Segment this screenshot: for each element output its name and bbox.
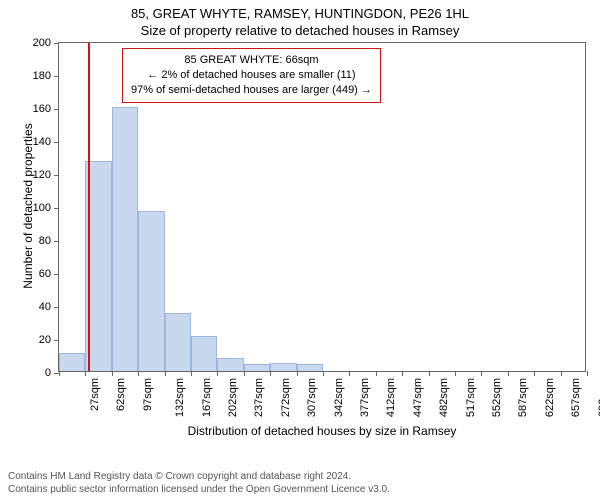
- histogram-bar: [270, 363, 296, 371]
- x-tick-label: 202sqm: [227, 378, 239, 417]
- y-tick-label: 80: [39, 235, 51, 247]
- x-tick: [138, 371, 139, 376]
- histogram-bar: [244, 364, 270, 371]
- x-tick-label: 342sqm: [333, 378, 345, 417]
- y-tick: [54, 208, 59, 209]
- y-tick: [54, 307, 59, 308]
- x-tick-label: 27sqm: [89, 378, 101, 411]
- x-tick-label: 272sqm: [280, 378, 292, 417]
- histogram-bar: [112, 107, 138, 371]
- x-tick: [455, 371, 456, 376]
- histogram-bar: [165, 313, 191, 371]
- x-tick: [429, 371, 430, 376]
- x-tick: [85, 371, 86, 376]
- histogram-bar: [217, 358, 243, 371]
- x-tick: [508, 371, 509, 376]
- marker-line: [88, 43, 90, 371]
- footer-line: Contains HM Land Registry data © Crown c…: [8, 470, 592, 483]
- x-tick: [59, 371, 60, 376]
- x-tick-label: 587sqm: [518, 378, 530, 417]
- x-tick: [217, 371, 218, 376]
- histogram-bar: [138, 211, 164, 371]
- info-box-line: 97% of semi-detached houses are larger (…: [131, 83, 372, 98]
- y-tick: [54, 142, 59, 143]
- y-tick-label: 140: [33, 136, 51, 148]
- x-tick: [534, 371, 535, 376]
- x-tick: [297, 371, 298, 376]
- x-tick-label: 447sqm: [412, 378, 424, 417]
- y-tick-label: 40: [39, 301, 51, 313]
- x-tick: [587, 371, 588, 376]
- x-tick: [481, 371, 482, 376]
- y-tick-label: 60: [39, 268, 51, 280]
- x-tick: [191, 371, 192, 376]
- info-box-line: 85 GREAT WHYTE: 66sqm: [131, 53, 372, 68]
- y-tick: [54, 241, 59, 242]
- x-tick: [323, 371, 324, 376]
- x-tick-label: 412sqm: [386, 378, 398, 417]
- x-axis-label: Distribution of detached houses by size …: [58, 424, 586, 438]
- x-tick-label: 657sqm: [570, 378, 582, 417]
- histogram-bar: [59, 353, 85, 371]
- y-tick: [54, 175, 59, 176]
- y-tick-label: 120: [33, 169, 51, 181]
- info-box-line: ← 2% of detached houses are smaller (11): [131, 68, 372, 83]
- y-tick-label: 180: [33, 70, 51, 82]
- x-tick: [402, 371, 403, 376]
- x-tick-label: 167sqm: [201, 378, 213, 417]
- info-box: 85 GREAT WHYTE: 66sqm ← 2% of detached h…: [122, 48, 381, 103]
- y-tick-label: 100: [33, 202, 51, 214]
- x-tick-label: 237sqm: [254, 378, 266, 417]
- y-tick-label: 160: [33, 103, 51, 115]
- x-tick-label: 482sqm: [438, 378, 450, 417]
- footer-line: Contains public sector information licen…: [8, 483, 592, 496]
- x-tick: [244, 371, 245, 376]
- x-tick: [376, 371, 377, 376]
- chart-title-sub: Size of property relative to detached ho…: [0, 21, 600, 42]
- x-tick-label: 622sqm: [544, 378, 556, 417]
- y-tick: [54, 340, 59, 341]
- chart-title-main: 85, GREAT WHYTE, RAMSEY, HUNTINGDON, PE2…: [0, 0, 600, 21]
- x-tick-label: 307sqm: [306, 378, 318, 417]
- x-tick-label: 132sqm: [174, 378, 186, 417]
- y-tick-label: 200: [33, 37, 51, 49]
- x-tick: [165, 371, 166, 376]
- x-tick: [561, 371, 562, 376]
- y-axis-label: Number of detached properties: [21, 106, 35, 306]
- y-tick-label: 20: [39, 334, 51, 346]
- y-tick-label: 0: [45, 367, 51, 379]
- x-tick: [270, 371, 271, 376]
- histogram-bar: [297, 364, 323, 371]
- x-tick-label: 377sqm: [359, 378, 371, 417]
- footer: Contains HM Land Registry data © Crown c…: [8, 470, 592, 496]
- y-tick: [54, 43, 59, 44]
- y-tick: [54, 274, 59, 275]
- y-tick: [54, 109, 59, 110]
- x-tick-label: 97sqm: [142, 378, 154, 411]
- y-tick: [54, 76, 59, 77]
- x-tick: [349, 371, 350, 376]
- x-tick-label: 62sqm: [115, 378, 127, 411]
- histogram-bar: [191, 336, 217, 371]
- x-tick-label: 552sqm: [491, 378, 503, 417]
- x-tick: [112, 371, 113, 376]
- x-tick-label: 517sqm: [465, 378, 477, 417]
